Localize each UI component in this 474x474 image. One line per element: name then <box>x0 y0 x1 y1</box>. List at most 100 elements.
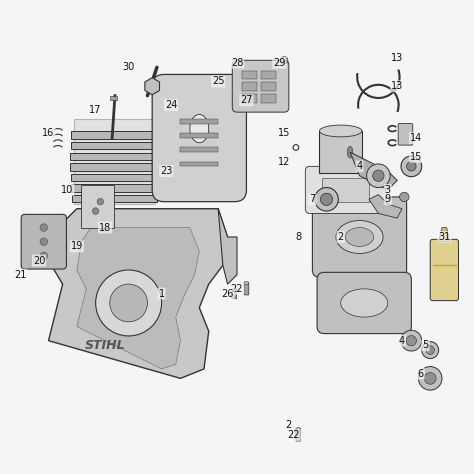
FancyBboxPatch shape <box>398 123 413 145</box>
Circle shape <box>422 342 438 358</box>
FancyBboxPatch shape <box>305 166 385 213</box>
Polygon shape <box>48 209 228 378</box>
Text: 28: 28 <box>231 58 243 68</box>
Polygon shape <box>369 195 402 218</box>
Ellipse shape <box>341 289 388 317</box>
FancyBboxPatch shape <box>232 60 289 112</box>
Bar <box>70 153 159 160</box>
Text: 30: 30 <box>122 63 135 73</box>
Bar <box>72 131 157 139</box>
Text: 25: 25 <box>212 76 224 86</box>
Text: 31: 31 <box>438 232 450 242</box>
Text: 2: 2 <box>337 232 344 242</box>
Bar <box>181 162 218 166</box>
Bar <box>181 133 218 138</box>
Text: 16: 16 <box>42 128 55 138</box>
Circle shape <box>400 192 409 201</box>
Circle shape <box>96 270 162 336</box>
Text: 6: 6 <box>418 369 424 379</box>
Circle shape <box>40 252 47 260</box>
FancyBboxPatch shape <box>244 283 249 295</box>
FancyBboxPatch shape <box>232 288 237 299</box>
Bar <box>261 82 276 91</box>
Bar <box>72 195 157 202</box>
Ellipse shape <box>347 146 353 158</box>
Bar <box>70 163 159 171</box>
Circle shape <box>280 56 288 64</box>
FancyBboxPatch shape <box>296 429 301 441</box>
Text: 12: 12 <box>278 156 290 166</box>
Ellipse shape <box>346 228 374 246</box>
Circle shape <box>406 336 417 346</box>
Circle shape <box>315 188 338 211</box>
Bar <box>72 184 157 192</box>
Bar <box>71 174 158 181</box>
Text: 10: 10 <box>61 185 73 195</box>
Text: 27: 27 <box>240 95 253 105</box>
Polygon shape <box>438 228 450 242</box>
Text: 20: 20 <box>33 255 46 265</box>
Text: 22: 22 <box>231 284 243 294</box>
Ellipse shape <box>296 428 301 431</box>
Text: 13: 13 <box>391 81 403 91</box>
Text: 22: 22 <box>287 430 300 440</box>
Text: 17: 17 <box>90 105 102 115</box>
Circle shape <box>426 346 435 355</box>
Text: 4: 4 <box>399 336 405 346</box>
Circle shape <box>373 170 384 182</box>
Text: 19: 19 <box>71 241 83 251</box>
Bar <box>261 94 276 103</box>
Text: 15: 15 <box>278 128 290 138</box>
Bar <box>181 147 218 152</box>
Text: 29: 29 <box>273 58 286 68</box>
Circle shape <box>92 208 99 214</box>
Polygon shape <box>350 152 397 190</box>
Circle shape <box>320 193 333 205</box>
Circle shape <box>424 373 436 384</box>
Text: 9: 9 <box>385 194 391 204</box>
Polygon shape <box>218 209 237 284</box>
Bar <box>322 178 369 201</box>
Circle shape <box>419 366 442 390</box>
Text: 15: 15 <box>410 152 422 162</box>
FancyBboxPatch shape <box>21 214 66 269</box>
Circle shape <box>40 238 47 246</box>
Bar <box>242 94 257 103</box>
Bar <box>110 96 117 100</box>
Bar <box>74 119 155 204</box>
FancyBboxPatch shape <box>312 197 407 277</box>
Text: 18: 18 <box>99 223 111 233</box>
Bar <box>242 82 257 91</box>
FancyBboxPatch shape <box>317 273 411 334</box>
Text: 13: 13 <box>391 53 403 63</box>
Ellipse shape <box>244 282 249 285</box>
Text: 2: 2 <box>286 420 292 430</box>
Text: 26: 26 <box>221 289 234 299</box>
FancyBboxPatch shape <box>152 74 246 201</box>
Text: 8: 8 <box>295 232 301 242</box>
Text: 24: 24 <box>165 100 177 110</box>
FancyBboxPatch shape <box>430 239 458 301</box>
Circle shape <box>401 156 422 177</box>
Text: 5: 5 <box>422 340 428 350</box>
Bar <box>242 71 257 79</box>
Ellipse shape <box>319 125 362 137</box>
Bar <box>71 142 158 149</box>
Bar <box>261 71 276 79</box>
Circle shape <box>110 284 147 322</box>
Circle shape <box>97 198 104 205</box>
Bar <box>181 119 218 124</box>
Text: 1: 1 <box>158 289 164 299</box>
Text: 14: 14 <box>410 133 422 143</box>
Text: STIHL: STIHL <box>85 339 125 352</box>
Text: 23: 23 <box>160 166 173 176</box>
Circle shape <box>401 330 422 351</box>
Circle shape <box>366 164 390 188</box>
Ellipse shape <box>190 115 209 143</box>
Polygon shape <box>77 228 199 369</box>
Text: 3: 3 <box>385 185 391 195</box>
Bar <box>319 131 362 173</box>
Circle shape <box>40 224 47 231</box>
Text: 4: 4 <box>356 161 363 171</box>
Bar <box>82 185 115 228</box>
